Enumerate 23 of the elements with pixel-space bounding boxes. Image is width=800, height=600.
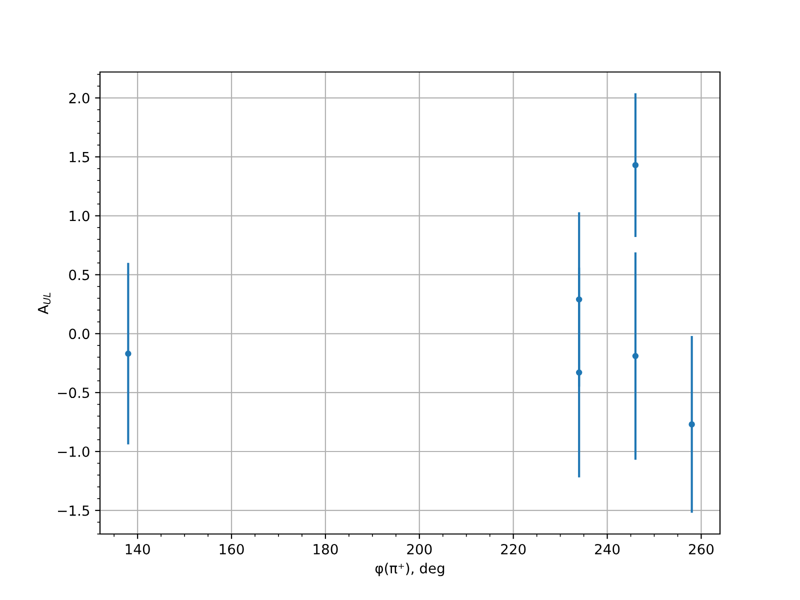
y-axis-title: A$_{UL}$: [38, 292, 51, 314]
x-tick-label: 140: [126, 544, 150, 554]
point: [632, 352, 639, 360]
y-tick-label: −1.5: [58, 506, 90, 516]
y-tick-label: 0.5: [69, 270, 90, 280]
x-tick-label: 220: [501, 544, 526, 554]
y-tick-label: 1.0: [70, 210, 90, 222]
y-tick-label: −1.0: [58, 446, 90, 457]
x-axis-title: φ(π⁺), deg: [375, 562, 444, 576]
x-tick-label: 240: [595, 544, 620, 554]
y-tick-label: 2.0: [69, 92, 90, 104]
x-tick-label: 260: [688, 544, 714, 554]
y-tick-label: 0.0: [69, 328, 90, 340]
y-tick-label: 1.5: [70, 152, 90, 162]
point: [576, 296, 582, 303]
point: [576, 369, 582, 376]
x-tick-label: 200: [407, 544, 432, 554]
point: [688, 421, 695, 428]
x-tick-label: 180: [314, 544, 338, 554]
point: [125, 350, 132, 357]
point: [632, 162, 639, 168]
y-tick-label: −0.5: [58, 388, 90, 398]
x-tick-label: 160: [220, 544, 244, 554]
